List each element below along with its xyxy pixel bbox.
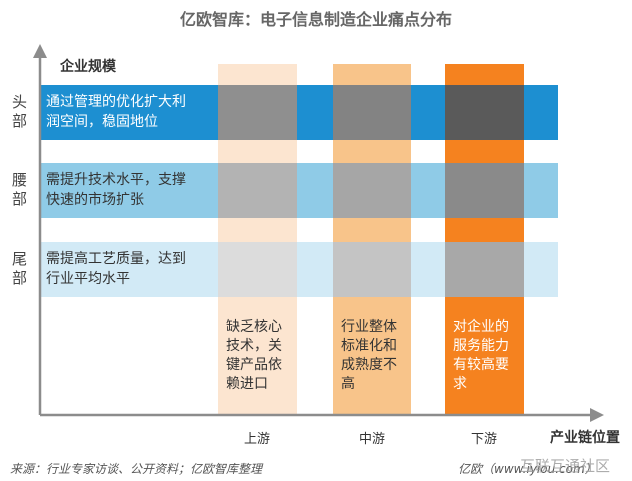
source: 来源：行业专家访谈、公开资料；亿欧智库整理 [10, 462, 263, 476]
column-text: 高 [341, 376, 355, 392]
row-label: 尾部 [12, 250, 28, 287]
credit: 亿欧（www.iyiou.com） [458, 462, 597, 476]
row-text: 行业平均水平 [46, 271, 130, 287]
column-text: 技术，关 [226, 338, 282, 354]
column-text: 缺乏核心 [226, 319, 282, 335]
row-text: 需提升技术水平，支撑 [46, 172, 186, 188]
column-text: 行业整体 [341, 319, 397, 335]
row-text: 快速的市场扩张 [46, 192, 144, 208]
overlap [445, 242, 524, 297]
column-text: 键产品依 [226, 357, 282, 373]
column-text: 服务能力 [453, 338, 509, 354]
overlap [218, 85, 297, 140]
column-text: 成熟度不 [341, 357, 397, 373]
column-text: 标准化和 [341, 338, 397, 354]
column-label: 下游 [470, 432, 497, 447]
column-text: 赖进口 [226, 376, 268, 392]
column-text: 有较高要 [453, 357, 509, 373]
overlap [333, 163, 411, 218]
overlap [218, 242, 297, 297]
column-label: 中游 [358, 432, 385, 447]
row-text: 需提高工艺质量，达到 [46, 251, 186, 267]
y-axis-label: 企业规模 [60, 59, 116, 75]
column-label: 上游 [243, 432, 270, 447]
title: 亿欧智库：电子信息制造企业痛点分布 [179, 10, 452, 29]
row-label: 头部 [12, 93, 28, 130]
column-text: 求 [453, 376, 467, 392]
watermark: 互联互通社区 [520, 457, 611, 475]
x-arrow [590, 408, 604, 422]
x-axis-label: 产业链位置 [550, 430, 620, 446]
overlap [445, 163, 524, 218]
overlap [218, 163, 297, 218]
row-text: 通过管理的优化扩大利 [46, 94, 186, 110]
overlap [333, 85, 411, 140]
column-text: 对企业的 [453, 319, 509, 335]
row-label: 腰部 [12, 171, 28, 208]
y-arrow [33, 44, 47, 58]
overlap [445, 85, 524, 140]
overlap [333, 242, 411, 297]
row-text: 润空间，稳固地位 [46, 114, 158, 130]
